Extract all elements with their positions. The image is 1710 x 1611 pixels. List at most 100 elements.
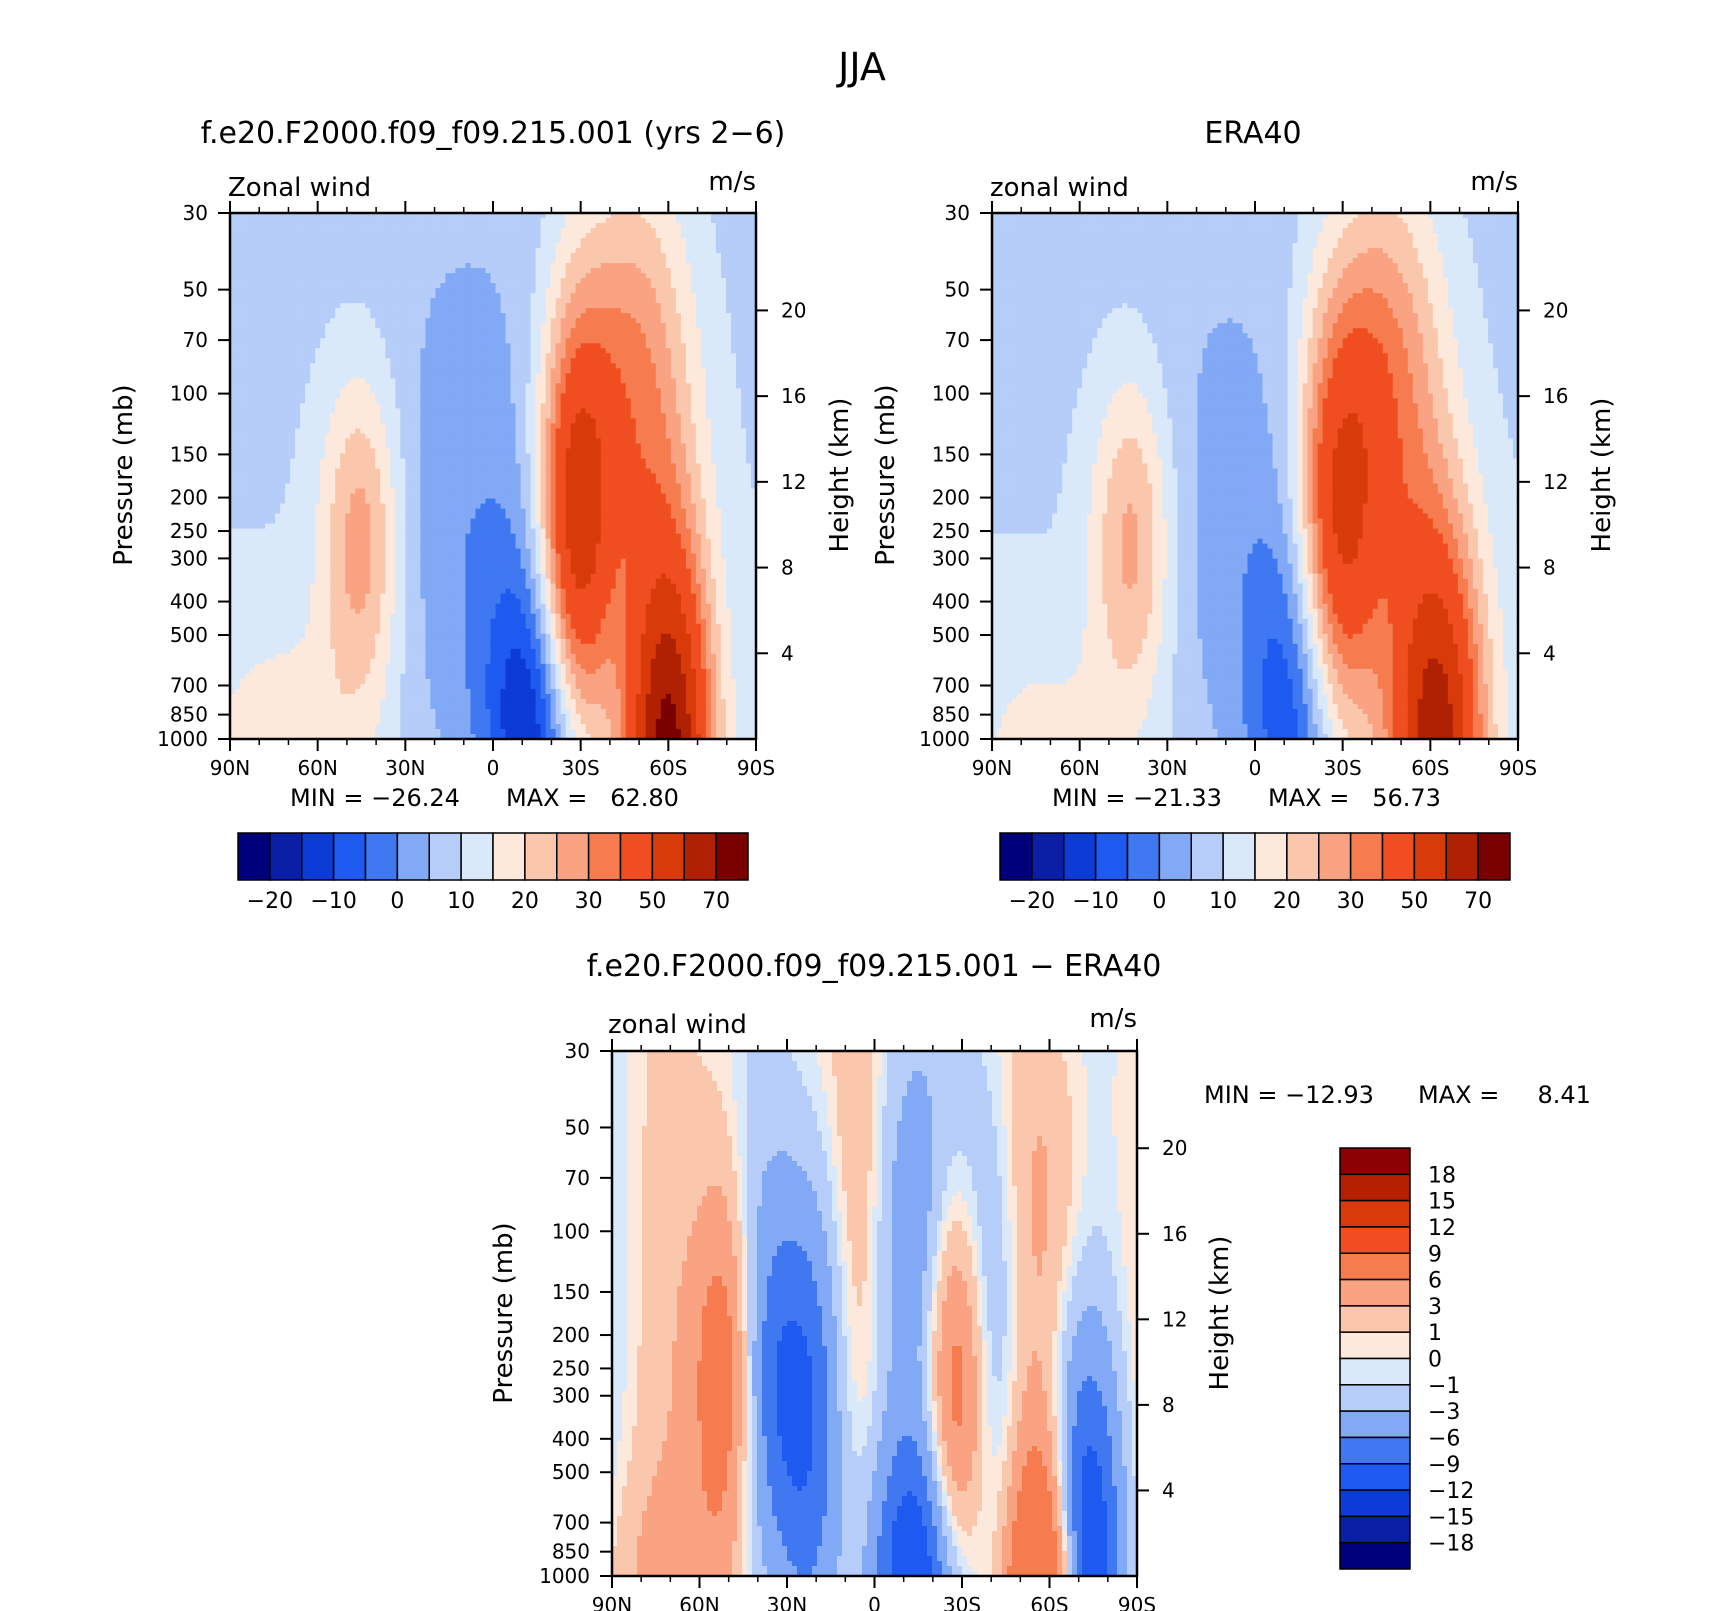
field-cell [310, 353, 316, 359]
field-cell [330, 308, 336, 314]
field-cell [551, 393, 557, 399]
field-cell [701, 253, 707, 259]
field-cell [531, 218, 537, 224]
field-cell [536, 353, 542, 359]
field-cell [681, 383, 687, 389]
field-cell [506, 288, 512, 294]
field-cell [405, 328, 411, 334]
field-cell [445, 413, 451, 419]
field-cell [250, 323, 256, 329]
field-cell [541, 338, 547, 344]
field-cell [611, 223, 617, 229]
field-cell [636, 358, 642, 364]
field-cell [280, 233, 286, 239]
field-cell [496, 268, 502, 274]
field-cell [370, 418, 376, 424]
field-cell [731, 403, 737, 409]
field-cell [641, 338, 647, 344]
field-cell [551, 218, 557, 224]
field-cell [706, 433, 712, 439]
field-cell [425, 248, 431, 254]
field-cell [581, 238, 587, 244]
field-cell [536, 328, 542, 334]
field-cell [310, 388, 316, 394]
field-cell [405, 218, 411, 224]
field-cell [736, 333, 742, 339]
field-cell [536, 333, 542, 339]
field-cell [460, 328, 466, 334]
field-cell [536, 403, 542, 409]
field-cell [280, 388, 286, 394]
field-cell [591, 248, 597, 254]
field-cell [681, 373, 687, 379]
field-cell [330, 313, 336, 319]
field-cell [460, 333, 466, 339]
field-cell [726, 343, 732, 349]
field-cell [726, 353, 732, 359]
field-cell [581, 243, 587, 249]
field-cell [691, 393, 697, 399]
field-cell [345, 373, 351, 379]
field-cell [521, 293, 527, 299]
field-cell [460, 363, 466, 369]
field-cell [696, 268, 702, 274]
field-cell [460, 273, 466, 279]
field-cell [536, 418, 542, 424]
field-cell [420, 293, 426, 299]
field-cell [370, 308, 376, 314]
field-cell [285, 413, 291, 419]
field-cell [706, 263, 712, 269]
field-cell [325, 258, 331, 264]
field-cell [651, 223, 657, 229]
field-cell [305, 223, 311, 229]
field-cell [521, 438, 527, 444]
field-cell [350, 298, 356, 304]
field-cell [741, 413, 747, 419]
field-cell [561, 243, 567, 249]
field-cell [425, 228, 431, 234]
field-cell [250, 318, 256, 324]
field-cell [310, 288, 316, 294]
field-cell [385, 228, 391, 234]
field-cell [335, 443, 341, 449]
field-cell [305, 243, 311, 249]
field-cell [716, 238, 722, 244]
field-cell [355, 308, 361, 314]
field-cell [455, 248, 461, 254]
field-cell [601, 333, 607, 339]
field-cell [681, 348, 687, 354]
field-cell [405, 303, 411, 309]
field-cell [581, 438, 587, 444]
field-cell [546, 353, 552, 359]
field-cell [516, 373, 522, 379]
field-cell [385, 373, 391, 379]
field-cell [691, 223, 697, 229]
field-cell [360, 343, 366, 349]
field-cell [360, 248, 366, 254]
field-cell [280, 353, 286, 359]
field-cell [305, 383, 311, 389]
field-cell [330, 278, 336, 284]
field-cell [541, 438, 547, 444]
field-cell [631, 333, 637, 339]
field-cell [526, 328, 532, 334]
field-cell [601, 318, 607, 324]
field-cell [485, 413, 491, 419]
field-cell [245, 328, 251, 334]
field-cell [726, 428, 732, 434]
field-cell [445, 368, 451, 374]
field-cell [440, 353, 446, 359]
field-cell [335, 428, 341, 434]
field-cell [290, 253, 296, 259]
field-cell [721, 248, 727, 254]
field-cell [516, 343, 522, 349]
field-cell [405, 248, 411, 254]
field-cell [546, 263, 552, 269]
field-cell [270, 253, 276, 259]
field-cell [315, 253, 321, 259]
field-cell [450, 298, 456, 304]
field-cell [390, 358, 396, 364]
field-cell [395, 218, 401, 224]
field-cell [571, 388, 577, 394]
field-cell [280, 338, 286, 344]
